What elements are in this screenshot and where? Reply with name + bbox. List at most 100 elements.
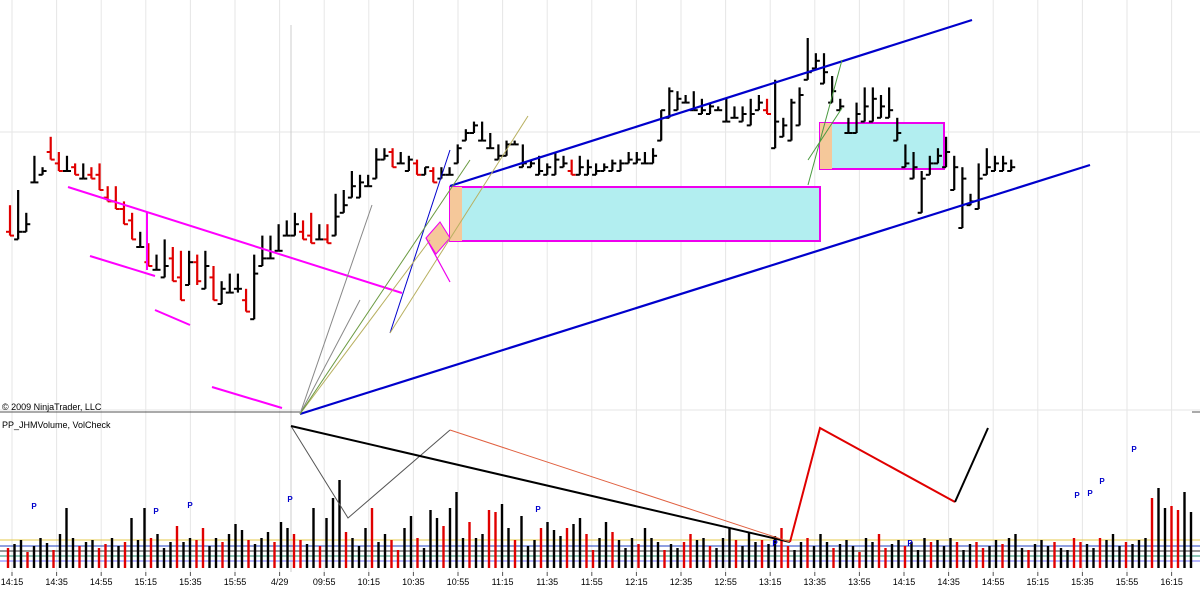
price-bar bbox=[494, 144, 503, 161]
x-tick-label: 11:35 bbox=[536, 577, 558, 587]
price-bars bbox=[6, 38, 1016, 321]
price-bar bbox=[356, 174, 365, 199]
price-bar bbox=[999, 155, 1008, 172]
price-bar bbox=[844, 117, 853, 134]
price-bar bbox=[62, 155, 71, 172]
price-bar bbox=[763, 98, 772, 115]
price-bar bbox=[852, 102, 861, 134]
price-bar bbox=[706, 102, 715, 115]
price-annotations-back bbox=[425, 122, 945, 255]
indicator-label: PP_JHMVolume, VolCheck bbox=[2, 420, 111, 430]
x-tick-label: 14:35 bbox=[937, 577, 960, 587]
price-bar bbox=[673, 91, 682, 112]
price-bar bbox=[478, 121, 487, 142]
price-bar bbox=[388, 148, 397, 169]
zigzag-line bbox=[789, 426, 956, 543]
price-bar bbox=[754, 95, 763, 112]
price-annotations-front bbox=[67, 18, 1091, 416]
price-bar bbox=[974, 163, 983, 210]
price-bar bbox=[771, 79, 780, 150]
x-tick-label: 4/29 bbox=[271, 577, 289, 587]
price-bar bbox=[901, 144, 910, 169]
volume-signal-marker: P bbox=[31, 502, 37, 511]
x-tick-label: 16:15 bbox=[1160, 577, 1183, 587]
volume-signal-marker: P bbox=[772, 539, 778, 548]
fan-line bbox=[807, 107, 843, 161]
breakout-box bbox=[425, 221, 451, 255]
price-bar bbox=[551, 152, 560, 176]
price-bar bbox=[274, 224, 283, 252]
consolidation-zone bbox=[449, 186, 821, 242]
price-bar bbox=[87, 167, 96, 180]
price-bar bbox=[950, 155, 959, 191]
price-bar bbox=[217, 281, 226, 305]
price-bar bbox=[787, 98, 796, 142]
x-tick-label: 12:15 bbox=[625, 577, 648, 587]
price-bar bbox=[909, 152, 918, 180]
price-bar bbox=[795, 87, 804, 127]
price-bar bbox=[453, 144, 462, 165]
x-tick-label: 12:35 bbox=[670, 577, 693, 587]
x-axis: 14:15 14:35 14:55 15:15 15:35 15:55 4/29 09:55 1… bbox=[1, 572, 1183, 587]
x-tick-label: 11:55 bbox=[581, 577, 603, 587]
price-bar bbox=[559, 155, 568, 169]
volume-overlay-lines bbox=[290, 425, 989, 543]
price-bar bbox=[876, 95, 885, 119]
price-bar bbox=[242, 288, 251, 313]
x-tick-label: 14:15 bbox=[893, 577, 916, 587]
price-bar bbox=[209, 266, 218, 302]
price-bar bbox=[339, 190, 348, 214]
price-bar bbox=[608, 159, 617, 172]
price-bar bbox=[730, 106, 739, 119]
price-bar bbox=[421, 166, 430, 176]
price-bar bbox=[136, 231, 145, 248]
price-bar bbox=[583, 159, 592, 176]
price-bar bbox=[30, 155, 39, 184]
price-bar bbox=[323, 224, 332, 245]
fan-line bbox=[299, 159, 471, 415]
fan-line bbox=[807, 59, 843, 186]
x-tick-label: 13:15 bbox=[759, 577, 782, 587]
price-bar bbox=[258, 235, 267, 267]
price-bar bbox=[128, 212, 137, 241]
price-bar bbox=[193, 254, 202, 285]
x-tick-label: 13:55 bbox=[848, 577, 871, 587]
volume-signal-marker: P bbox=[187, 501, 193, 510]
price-bar bbox=[828, 76, 837, 104]
price-bar bbox=[665, 87, 674, 119]
price-bar bbox=[942, 136, 951, 169]
price-bar bbox=[885, 87, 894, 119]
price-bar bbox=[445, 167, 454, 176]
price-bar bbox=[152, 254, 161, 271]
price-bar bbox=[71, 163, 80, 176]
fan-line bbox=[389, 149, 451, 334]
price-bar bbox=[575, 155, 584, 176]
price-bar bbox=[722, 98, 731, 123]
price-bar bbox=[6, 205, 14, 237]
x-tick-label: 14:55 bbox=[982, 577, 1005, 587]
price-bar bbox=[201, 250, 210, 290]
price-bar bbox=[738, 106, 747, 123]
volume-signal-marker: P bbox=[287, 495, 293, 504]
fan-line bbox=[299, 204, 373, 415]
volume-signal-marker: P bbox=[1099, 477, 1105, 486]
price-bar bbox=[185, 250, 194, 286]
zigzag-line bbox=[954, 427, 989, 503]
volume-signal-marker: P bbox=[1087, 489, 1093, 498]
price-bar bbox=[657, 109, 666, 142]
x-tick-label: 11:15 bbox=[492, 577, 514, 587]
breakout-box bbox=[820, 123, 832, 169]
price-bar bbox=[567, 159, 576, 176]
price-bar bbox=[681, 95, 690, 104]
x-tick-label: 15:35 bbox=[179, 577, 202, 587]
price-bar bbox=[54, 152, 63, 172]
price-bar bbox=[990, 155, 999, 172]
price-bar bbox=[299, 220, 308, 241]
price-bar bbox=[893, 117, 902, 142]
x-tick-label: 14:15 bbox=[1, 577, 24, 587]
price-bar bbox=[413, 159, 421, 176]
price-bar bbox=[404, 155, 413, 172]
price-bar bbox=[543, 163, 552, 176]
